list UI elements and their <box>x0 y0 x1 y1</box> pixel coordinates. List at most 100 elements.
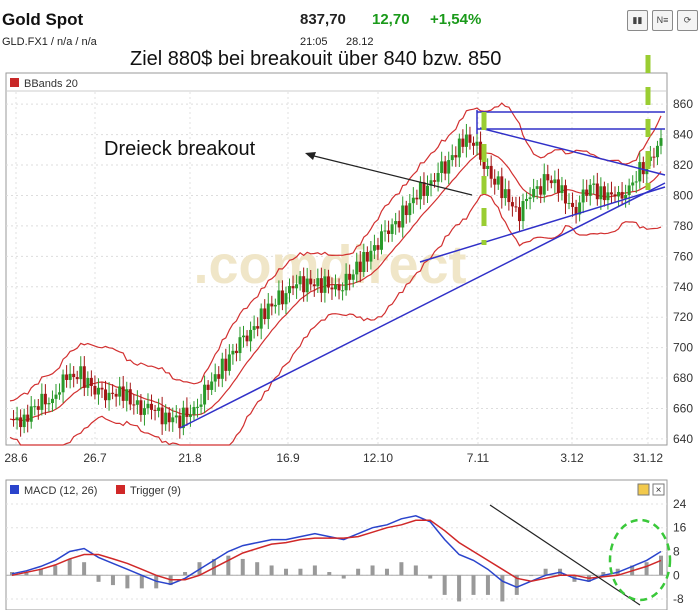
candle <box>33 399 37 416</box>
candle-body <box>135 400 139 405</box>
price-change-percent: +1,54% <box>430 11 482 28</box>
candle-body <box>96 387 100 395</box>
candle <box>341 282 345 301</box>
candle <box>273 298 277 314</box>
candle <box>26 404 30 433</box>
macd-histogram-bar <box>500 575 505 602</box>
candle-body <box>252 326 256 330</box>
candle <box>19 409 23 437</box>
candle <box>224 348 228 382</box>
candle <box>556 168 560 202</box>
candle <box>284 286 288 315</box>
candle <box>447 151 451 185</box>
macd-histogram-bar <box>471 575 476 595</box>
candle-body <box>397 221 401 228</box>
macd-histogram-bar <box>514 575 519 595</box>
candle <box>634 170 638 194</box>
candle-body <box>341 290 345 292</box>
candle <box>238 326 242 362</box>
macd-histogram-bar <box>96 575 101 582</box>
candle-body <box>280 290 284 305</box>
candle <box>609 181 613 205</box>
comdirect-watermark: .comdirect <box>193 235 466 295</box>
bbands-legend-label: BBands 20 <box>24 78 78 90</box>
candle-body <box>443 161 447 174</box>
candle-body <box>351 274 355 280</box>
candle <box>203 375 207 414</box>
falling-trendline <box>479 127 666 176</box>
candle <box>139 394 143 422</box>
candle <box>157 398 161 418</box>
news-icon[interactable]: N≡ <box>652 10 673 31</box>
candle-body <box>19 417 23 428</box>
candle <box>259 303 263 340</box>
candle <box>369 241 373 270</box>
candle-body <box>532 188 536 198</box>
candle-body <box>36 406 40 410</box>
candle <box>280 280 284 311</box>
panel-options-icon[interactable] <box>637 483 650 496</box>
candle-body <box>659 138 663 146</box>
candle <box>450 144 454 167</box>
macd-chart <box>6 503 672 606</box>
candle-body <box>330 287 334 290</box>
candle <box>461 129 465 154</box>
macd-histogram-bar <box>601 572 606 576</box>
candle <box>295 274 299 299</box>
candle <box>266 293 270 330</box>
bar-chart-icon[interactable]: ▮▮ <box>627 10 648 31</box>
bbands-legend-swatch <box>10 78 19 87</box>
candle-body <box>220 358 224 379</box>
y-tick-680: 680 <box>673 371 693 385</box>
candle-body <box>602 186 606 201</box>
candle-body <box>153 409 157 411</box>
candle-body <box>15 417 19 421</box>
candle <box>659 128 663 155</box>
macd-histogram-bar <box>82 562 87 576</box>
candle-body <box>104 389 108 401</box>
candle <box>231 343 235 365</box>
candle <box>167 407 171 432</box>
candle-body <box>355 261 359 275</box>
candle <box>330 277 334 300</box>
candle-body <box>362 251 366 272</box>
candle-body <box>344 273 348 291</box>
candle <box>118 376 122 406</box>
candle <box>422 172 426 205</box>
candle-body <box>82 366 86 388</box>
candle <box>220 352 224 388</box>
candle <box>362 243 366 277</box>
candle <box>164 404 168 431</box>
candle <box>348 264 352 291</box>
candle-body <box>164 412 168 425</box>
candle <box>567 193 571 210</box>
x-tick-28.6: 28.6 <box>4 451 28 465</box>
candle-body <box>326 276 330 288</box>
macd-histogram-bar <box>341 575 346 579</box>
candle <box>302 267 306 302</box>
candle-body <box>107 392 111 401</box>
candle-body <box>157 407 161 411</box>
candle-body <box>79 366 83 380</box>
y-tick-700: 700 <box>673 341 693 355</box>
candle-body <box>305 278 309 293</box>
candle <box>546 164 550 191</box>
x-tick-21.8: 21.8 <box>178 451 202 465</box>
candle-body <box>556 179 560 194</box>
candle-body <box>196 406 200 408</box>
candle-body <box>574 206 578 215</box>
candle <box>54 383 58 409</box>
candle-body <box>404 205 408 216</box>
candle <box>249 321 253 352</box>
candle <box>585 179 589 202</box>
candle-body <box>142 408 146 415</box>
candle <box>291 275 295 296</box>
settings-icon[interactable]: ⟳ <box>677 10 698 31</box>
x-tick-7.11: 7.11 <box>467 451 490 465</box>
instrument-title: Gold Spot <box>2 10 84 29</box>
candle <box>578 195 582 222</box>
panel-close-icon[interactable] <box>652 483 665 496</box>
candle-body <box>150 403 154 410</box>
candle-body <box>217 374 221 379</box>
candle-body <box>114 393 118 397</box>
